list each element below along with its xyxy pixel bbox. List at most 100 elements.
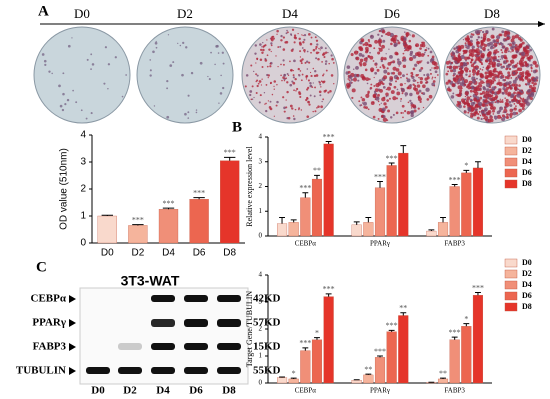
x-tick-label: D0 (101, 248, 114, 259)
bar (323, 143, 334, 237)
error-bar (290, 219, 297, 223)
cell (508, 67, 512, 71)
cell (384, 105, 388, 109)
cell (480, 36, 483, 39)
cell (327, 91, 330, 94)
cell (390, 61, 392, 64)
cell (471, 79, 476, 84)
cell (385, 53, 387, 55)
cell (61, 108, 65, 112)
cell (282, 96, 285, 99)
y-tick-label: 3 (259, 157, 263, 165)
cell (427, 54, 430, 57)
cell (370, 69, 374, 73)
y-tick-label: 2 (80, 184, 86, 195)
cell (323, 55, 326, 59)
cell (449, 65, 452, 69)
cell (395, 111, 399, 115)
cell (389, 54, 393, 59)
significance: *** (449, 328, 461, 337)
cell (411, 73, 414, 76)
cell (524, 71, 529, 76)
cell (323, 80, 326, 83)
cell (283, 73, 286, 77)
cell (477, 101, 483, 107)
cell (509, 112, 514, 116)
cell (458, 91, 462, 95)
cell (325, 60, 328, 63)
cell (524, 50, 529, 55)
cell (406, 73, 408, 76)
blot-size: 15KD (253, 341, 281, 353)
cell (260, 48, 263, 51)
cell (487, 48, 490, 51)
cell (400, 37, 404, 41)
cell (482, 37, 486, 41)
cell (476, 73, 479, 76)
cell (515, 54, 518, 56)
cell (458, 65, 460, 68)
cell (404, 92, 409, 96)
cell (369, 55, 374, 60)
cell (373, 76, 375, 79)
cell (382, 115, 386, 118)
cell (501, 91, 505, 95)
cell (476, 41, 481, 45)
cell (426, 47, 428, 49)
x-tick-label: D2 (132, 248, 145, 259)
cell (315, 51, 319, 55)
cell (351, 96, 354, 100)
cell (264, 103, 266, 105)
cell (503, 111, 507, 114)
cell (470, 33, 473, 36)
cell (477, 73, 479, 75)
y-tick-label: 3 (259, 298, 263, 306)
cell (271, 93, 274, 96)
cell (266, 54, 269, 57)
cell (315, 47, 317, 50)
blot-size: 55KD (253, 365, 281, 377)
cell (417, 73, 420, 76)
cell (381, 29, 386, 34)
cell (499, 58, 501, 60)
cell (317, 105, 320, 108)
cell (383, 57, 387, 61)
cell (448, 88, 452, 92)
error-bar (314, 337, 320, 340)
cell (381, 97, 386, 102)
cell (524, 98, 529, 103)
cell (361, 76, 366, 80)
cell (515, 50, 519, 54)
bar (398, 315, 409, 384)
cell (414, 84, 417, 88)
cell (306, 97, 309, 100)
legend-label: D0 (522, 135, 532, 144)
cell (429, 69, 432, 71)
cell (318, 80, 320, 83)
cell (494, 101, 497, 104)
cell (221, 51, 224, 54)
cell (360, 96, 363, 99)
lane-label: D8 (222, 385, 236, 397)
cell (318, 47, 320, 50)
cell (490, 80, 495, 85)
cell (369, 51, 371, 54)
cell (404, 31, 406, 33)
y-tick-label: 4 (80, 130, 86, 141)
error-bar (193, 197, 205, 200)
y-tick-label: 1 (259, 207, 263, 215)
cell (402, 116, 404, 119)
error-bar (451, 336, 458, 340)
cell (361, 54, 365, 58)
cell (465, 85, 469, 88)
blot-band (184, 343, 208, 350)
cell (91, 63, 95, 66)
cell (414, 80, 417, 82)
cell (460, 68, 462, 71)
bar (449, 186, 460, 237)
cell (405, 47, 410, 52)
cell (328, 62, 330, 65)
cell (498, 55, 500, 58)
cell (451, 61, 454, 64)
